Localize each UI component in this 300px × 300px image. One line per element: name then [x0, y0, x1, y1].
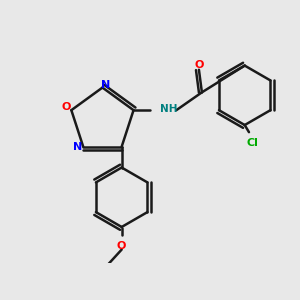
Text: Cl: Cl — [247, 138, 258, 148]
Text: N: N — [73, 142, 82, 152]
Text: O: O — [194, 60, 204, 70]
Text: O: O — [62, 102, 71, 112]
Text: NH: NH — [160, 104, 178, 114]
Text: O: O — [117, 241, 126, 251]
Text: N: N — [101, 80, 110, 90]
